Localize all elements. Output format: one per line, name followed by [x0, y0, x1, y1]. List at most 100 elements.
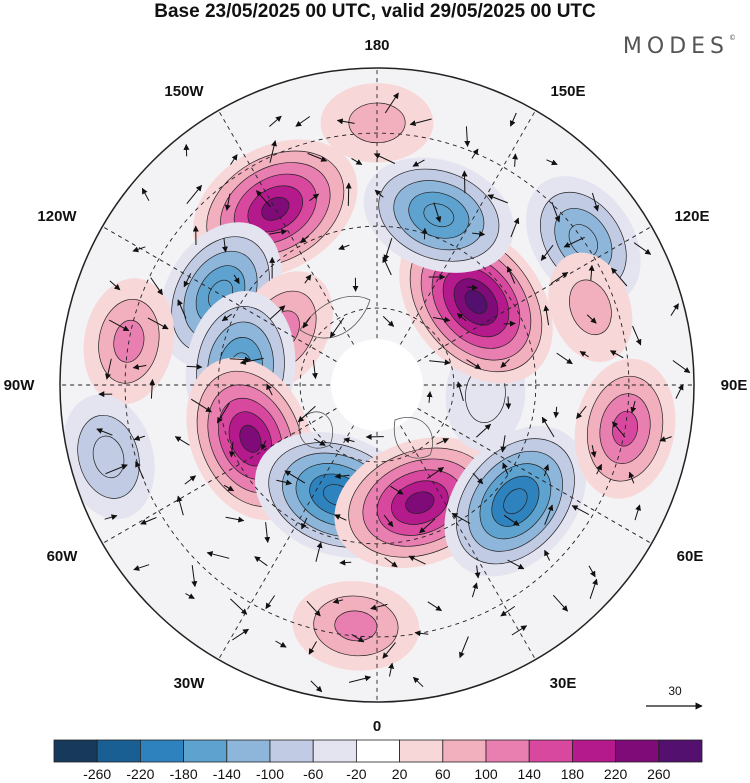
wind-arrow: [308, 641, 317, 655]
lon-label-120w: 120W: [37, 208, 77, 225]
wind-arrow: [147, 317, 169, 330]
wind-arrow: [264, 522, 271, 543]
wind-arrow: [540, 244, 554, 261]
map-title: Base 23/05/2025 00 UTC, valid 29/05/2025…: [154, 1, 596, 22]
wind-arrow: [500, 435, 507, 453]
reference-vector: 30: [646, 684, 703, 710]
wind-arrow: [487, 194, 508, 204]
anomaly-negative-6: [62, 394, 155, 520]
anomaly-contour: [405, 491, 435, 514]
wind-arrow: [104, 514, 118, 521]
meridian-line: [388, 110, 536, 366]
lon-label-150e: 150E: [550, 83, 585, 100]
colorbar-label: -140: [213, 766, 241, 782]
wind-arrow: [149, 378, 156, 399]
wind-arrow: [310, 680, 323, 693]
wind-arrow: [309, 193, 320, 202]
meridian-line: [396, 396, 652, 544]
wind-arrow: [176, 495, 184, 516]
wind-arrow: [456, 313, 467, 322]
colorbar-swatch: [485, 739, 530, 763]
colorbar-swatch: [442, 739, 487, 763]
wind-arrow: [472, 472, 484, 485]
wind-arrow: [266, 383, 273, 396]
wind-arrow: [232, 628, 249, 641]
wind-arrow: [505, 396, 512, 410]
anomaly-contour: [423, 203, 455, 228]
wind-arrow: [269, 115, 282, 127]
colorbar-swatch: [96, 739, 141, 763]
wind-arrow: [223, 484, 235, 492]
wind-arrow: [254, 556, 268, 567]
wind-arrow: [426, 467, 445, 479]
wind-arrow: [461, 170, 468, 194]
wind-arrow: [576, 405, 587, 419]
colorbar-label: 20: [392, 766, 408, 782]
lon-label-30w: 30W: [174, 675, 206, 692]
wind-arrow: [609, 350, 624, 359]
lon-label-90w: 90W: [4, 377, 36, 394]
wind-arrow: [140, 517, 157, 525]
wind-arrow: [390, 485, 404, 495]
lon-label-0: 0: [373, 718, 381, 735]
wind-arrow: [336, 118, 355, 125]
wind-arrow: [544, 504, 554, 525]
map-disc: [60, 68, 694, 702]
wind-arrow: [269, 228, 288, 235]
wind-arrow: [586, 314, 597, 324]
meridian-line: [218, 110, 366, 366]
wind-arrow: [191, 565, 198, 588]
wind-arrow: [436, 438, 450, 445]
wind-arrow: [451, 512, 471, 525]
colorbar-label: 220: [604, 766, 628, 782]
colorbar-swatch: [269, 739, 314, 763]
meridian-line: [102, 396, 358, 544]
wind-arrow: [408, 555, 426, 565]
wind-arrow: [471, 582, 478, 598]
anomaly-layer: [62, 83, 676, 671]
wind-arrow: [307, 152, 328, 162]
colorbar-label: -260: [83, 766, 111, 782]
wind-arrow: [543, 464, 550, 477]
wind-arrow: [511, 625, 528, 636]
colorbar-label: 60: [435, 766, 451, 782]
colorbar-label: 100: [474, 766, 498, 782]
wind-arrow: [224, 193, 231, 211]
wind-arrow: [628, 471, 635, 484]
wind-arrow: [186, 363, 203, 370]
colorbar: -260 -220 -180 -140 -100 -60 -20 20 60 100 140 180 2…: [53, 739, 703, 782]
wind-vectors: [96, 92, 691, 693]
wind-arrow: [670, 303, 679, 316]
wind-arrow: [345, 182, 352, 206]
polar-cap-fill: [331, 339, 423, 431]
wind-arrow: [184, 475, 197, 485]
wind-arrow: [546, 159, 558, 166]
wind-arrow: [675, 383, 684, 399]
wind-arrow: [475, 423, 492, 438]
wind-arrow: [467, 284, 478, 291]
wind-arrow: [141, 187, 150, 201]
wind-arrow: [228, 441, 235, 458]
wind-arrow: [612, 421, 626, 438]
latitude-circle: [124, 132, 630, 638]
anomaly-contour: [568, 224, 598, 257]
colorbar-swatch: [183, 739, 228, 763]
colorbar-swatch: [312, 739, 357, 763]
colorbar-swatch: [53, 739, 98, 763]
wind-arrow: [230, 154, 238, 165]
wind-arrow: [426, 391, 433, 403]
wind-arrow: [553, 406, 560, 419]
wind-arrow: [295, 116, 311, 127]
anomaly-contour: [569, 279, 612, 336]
colorbar-label: 140: [518, 766, 542, 782]
wind-arrow: [632, 325, 642, 346]
wind-arrow: [284, 470, 306, 484]
latitude-circle: [217, 225, 537, 545]
wind-arrow: [269, 305, 286, 320]
wind-arrow: [177, 299, 187, 319]
wind-arrow: [382, 256, 392, 276]
wind-arrow: [464, 126, 471, 147]
wind-arrow: [183, 143, 190, 157]
reference-vector-label: 30: [668, 684, 682, 698]
